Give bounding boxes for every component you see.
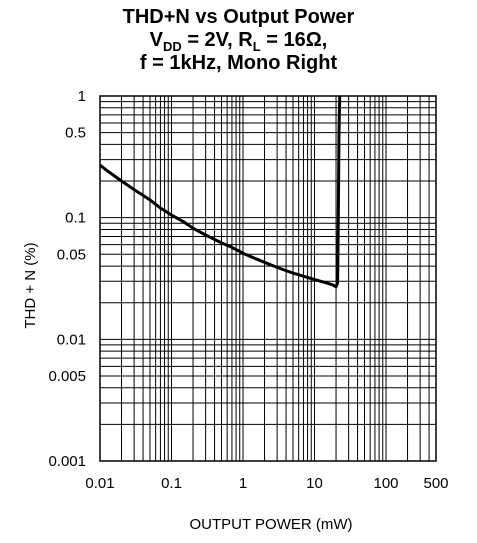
chart-title-line1: THD+N vs Output Power: [122, 6, 355, 28]
x-tick-labels: 0.01 0.1 1 10 100 500: [85, 475, 448, 492]
y-tick-labels: 1 0.5 0.1 0.05 0.01 0.005 0.001: [48, 88, 86, 470]
plot-frame: [99, 95, 437, 462]
x-axis-label: OUTPUT POWER (mW): [189, 516, 352, 533]
y-tick-label: 0.05: [57, 246, 86, 263]
y-tick-label: 0.001: [48, 453, 86, 470]
chart-title-line2: VDD = 2V, RL = 16Ω,: [0, 29, 477, 54]
y-tick-label: 0.01: [57, 331, 86, 348]
title-v: V: [149, 29, 163, 51]
title-end: = 16Ω,: [260, 29, 328, 51]
x-tick-label: 500: [423, 475, 448, 492]
y-tick-label: 0.5: [65, 125, 86, 142]
title-r-subscript: L: [252, 39, 261, 54]
y-tick-label: 0.1: [65, 210, 86, 227]
data-series-line: [99, 95, 342, 289]
x-tick-label: 100: [374, 475, 399, 492]
x-tick-label: 10: [306, 475, 323, 492]
series-layer: [99, 95, 342, 289]
x-tick-label: 0.01: [85, 475, 114, 492]
x-tick-label: 1: [239, 475, 247, 492]
y-axis-label: THD + N (%): [22, 242, 39, 328]
y-tick-label: 1: [78, 88, 86, 105]
title-mid: = 2V, R: [181, 29, 253, 51]
grid: [100, 96, 436, 461]
x-tick-label: 0.1: [161, 475, 182, 492]
y-tick-label: 0.005: [48, 368, 86, 385]
title-v-subscript: DD: [162, 39, 182, 54]
chart-title-line3: f = 1kHz, Mono Right: [139, 52, 338, 74]
